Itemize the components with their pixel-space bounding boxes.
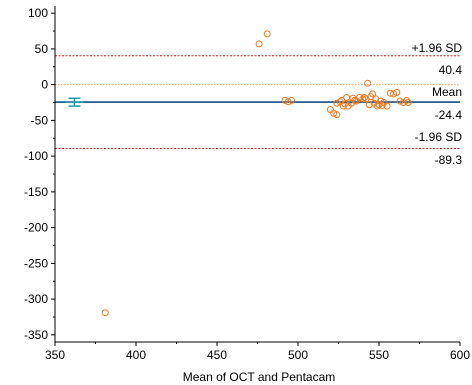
y-tick-label: 100 [28, 6, 48, 20]
y-tick-label: -200 [24, 221, 48, 235]
x-tick-label: 450 [207, 348, 227, 362]
data-point [393, 89, 401, 97]
y-tick-label: -350 [24, 328, 48, 342]
data-point [343, 94, 351, 102]
data-point [373, 102, 381, 110]
data-point [359, 95, 367, 103]
lower-sd-value: -89.3 [435, 153, 463, 167]
data-point [364, 79, 372, 87]
data-point [360, 94, 368, 102]
x-tick-label: 500 [288, 348, 308, 362]
upper-sd-value: 40.4 [439, 63, 463, 77]
data-point [403, 96, 411, 104]
data-point [326, 106, 334, 114]
x-axis-title: Mean of OCT and Pentacam [183, 370, 336, 384]
data-point [404, 99, 412, 107]
data-point [255, 40, 263, 48]
data-point [377, 97, 385, 105]
y-tick-label: 50 [35, 42, 49, 56]
y-tick-label: 0 [41, 78, 48, 92]
data-point [333, 111, 341, 119]
y-tick-label: -300 [24, 292, 48, 306]
x-tick-label: 350 [45, 348, 65, 362]
mean-label: Mean [432, 85, 462, 99]
data-point [356, 94, 364, 102]
y-tick-label: -50 [31, 113, 49, 127]
data-point [365, 101, 373, 109]
lower-sd-label: -1.96 SD [415, 130, 463, 144]
data-point [369, 90, 377, 98]
data-point [101, 309, 109, 317]
data-point [383, 102, 391, 110]
data-point [263, 30, 271, 38]
reference-labels: +1.96 SD 40.4 Mean -24.4 -1.96 SD -89.3 [412, 41, 463, 167]
data-point [288, 96, 296, 104]
x-tick-label: 550 [369, 348, 389, 362]
data-point [284, 98, 292, 106]
data-points [101, 30, 412, 317]
data-point [339, 102, 347, 110]
upper-sd-label: +1.96 SD [412, 41, 463, 55]
y-tick-label: -150 [24, 185, 48, 199]
mean-value: -24.4 [435, 108, 463, 122]
x-tick-label: 400 [126, 348, 146, 362]
data-point [396, 97, 404, 105]
data-point [390, 90, 398, 98]
mean-ci-marker [65, 97, 84, 107]
y-tick-label: -250 [24, 256, 48, 270]
y-tick-label: -100 [24, 149, 48, 163]
x-tick-label: 600 [450, 348, 470, 362]
data-point [386, 89, 394, 97]
reference-lines [55, 55, 460, 149]
data-point [330, 109, 338, 117]
